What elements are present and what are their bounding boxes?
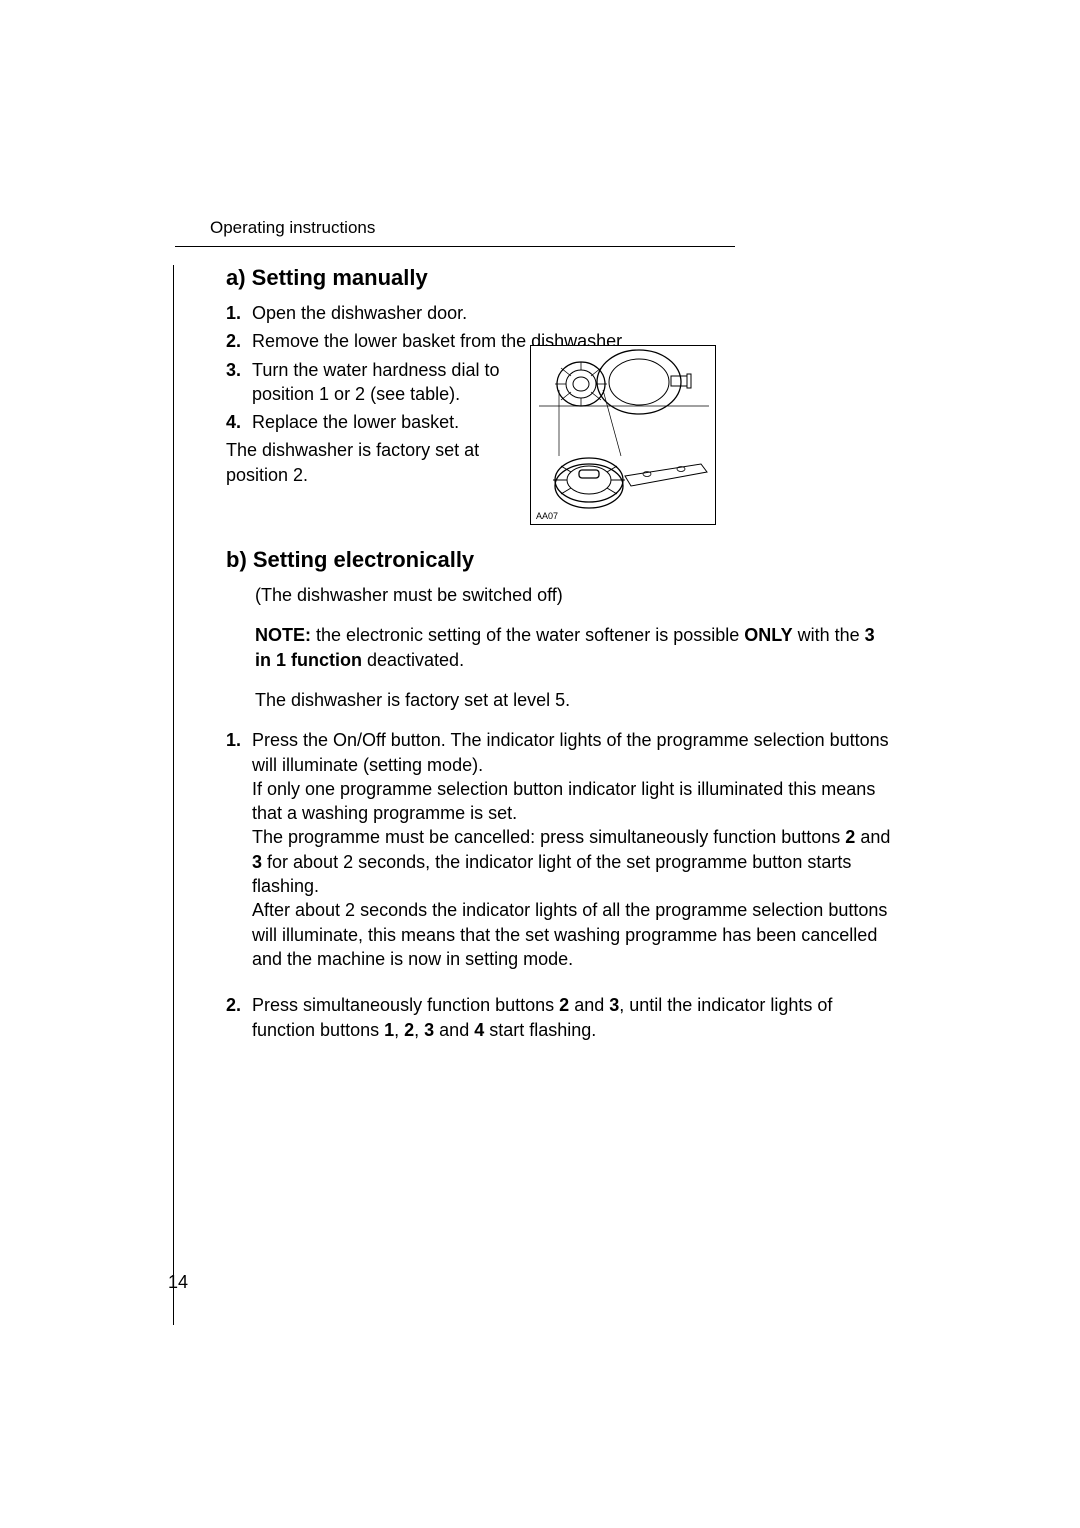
section-a-heading: a) Setting manually: [226, 265, 895, 291]
list-text: Press simultaneously function buttons 2 …: [252, 993, 895, 1042]
plain-text: Press simultaneously function buttons: [252, 995, 559, 1015]
list-text: Replace the lower basket.: [252, 410, 526, 434]
header-label: Operating instructions: [195, 218, 895, 238]
diagram-label: AA07: [536, 511, 558, 521]
note-label: NOTE:: [255, 625, 311, 645]
bold-text: 3: [424, 1020, 434, 1040]
section-b-list: 1.Press the On/Off button. The indicator…: [226, 728, 895, 1042]
diagram-box: AA07: [530, 345, 716, 525]
plain-text: and: [569, 995, 609, 1015]
section-a-item-4: 4. Replace the lower basket.: [226, 410, 526, 434]
list-number: 2.: [226, 329, 252, 353]
section-b-subtitle: (The dishwasher must be switched off): [255, 583, 895, 607]
bold-text: 4: [474, 1020, 484, 1040]
section-b: b) Setting electronically (The dishwashe…: [226, 547, 895, 1042]
section-a: a) Setting manually 1. Open the dishwash…: [226, 265, 895, 487]
section-a-note: The dishwasher is factory set at positio…: [226, 438, 526, 487]
header-divider: [175, 246, 735, 247]
section-b-body: (The dishwasher must be switched off) NO…: [226, 583, 895, 712]
section-a-narrow-block: 3. Turn the water hardness dial to posit…: [226, 358, 526, 487]
plain-text: After about 2 seconds the indicator ligh…: [252, 900, 887, 969]
plain-text: Press the On/Off button. The indicator l…: [252, 730, 889, 774]
note-text-3: deactivated.: [362, 650, 464, 670]
section-b-factory: The dishwasher is factory set at level 5…: [255, 688, 895, 712]
list-number: 1.: [226, 728, 252, 971]
section-b-item: 2.Press simultaneously function buttons …: [226, 993, 895, 1042]
bold-text: 1: [384, 1020, 394, 1040]
page-content: Operating instructions a) Setting manual…: [195, 218, 895, 1325]
content-frame: a) Setting manually 1. Open the dishwash…: [173, 265, 895, 1325]
bold-text: 2: [404, 1020, 414, 1040]
page-number: 14: [168, 1272, 188, 1293]
list-text: Turn the water hardness dial to position…: [252, 358, 526, 407]
bold-text: 2: [559, 995, 569, 1015]
plain-text: ,: [394, 1020, 404, 1040]
section-a-item-1: 1. Open the dishwasher door.: [226, 301, 895, 325]
list-number: 3.: [226, 358, 252, 407]
list-number: 2.: [226, 993, 252, 1042]
section-b-heading: b) Setting electronically: [226, 547, 895, 573]
plain-text: and: [434, 1020, 474, 1040]
dial-diagram-icon: [531, 346, 717, 526]
section-b-item: 1.Press the On/Off button. The indicator…: [226, 728, 895, 971]
note-text-1: the electronic setting of the water soft…: [311, 625, 744, 645]
list-number: 1.: [226, 301, 252, 325]
note-text-2: with the: [793, 625, 865, 645]
plain-text: for about 2 seconds, the indicator light…: [252, 852, 851, 896]
bold-text: 2: [845, 827, 855, 847]
section-a-item-3: 3. Turn the water hardness dial to posit…: [226, 358, 526, 407]
list-text: Open the dishwasher door.: [252, 301, 895, 325]
list-number: 4.: [226, 410, 252, 434]
plain-text: and: [855, 827, 890, 847]
section-b-note: NOTE: the electronic setting of the wate…: [255, 623, 895, 672]
list-text: Press the On/Off button. The indicator l…: [252, 728, 895, 971]
plain-text: start flashing.: [484, 1020, 596, 1040]
bold-text: 3: [252, 852, 262, 872]
plain-text: The programme must be cancelled: press s…: [252, 827, 845, 847]
plain-text: ,: [414, 1020, 424, 1040]
plain-text: If only one programme selection button i…: [252, 779, 875, 823]
note-only: ONLY: [744, 625, 792, 645]
bold-text: 3: [609, 995, 619, 1015]
